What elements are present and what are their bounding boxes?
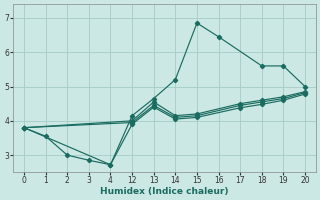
X-axis label: Humidex (Indice chaleur): Humidex (Indice chaleur): [100, 187, 229, 196]
